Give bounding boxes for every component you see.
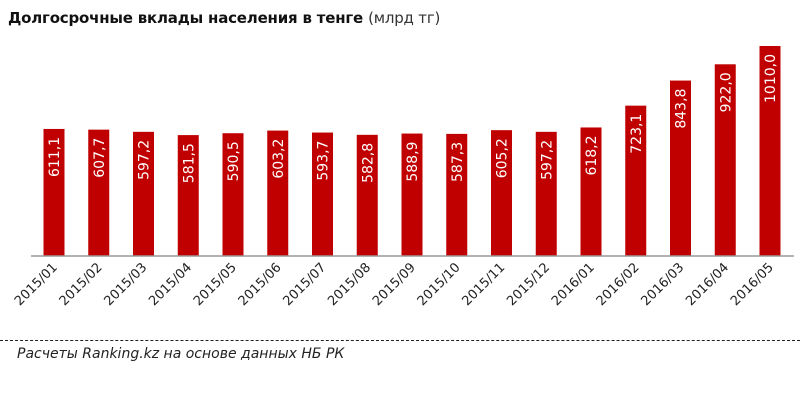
data-label: 581,5 xyxy=(181,143,197,183)
data-label: 603,2 xyxy=(271,139,287,179)
x-tick-label: 2015/10 xyxy=(415,260,464,309)
x-tick-label: 2016/04 xyxy=(683,260,732,309)
x-tick-label: 2015/03 xyxy=(102,260,151,309)
x-tick-label: 2015/04 xyxy=(146,260,195,309)
data-label: 1010,0 xyxy=(763,54,779,103)
bar xyxy=(670,80,691,257)
data-label: 597,2 xyxy=(539,140,555,180)
data-label: 590,5 xyxy=(226,141,242,181)
data-label: 588,9 xyxy=(405,142,421,182)
bar xyxy=(446,133,468,256)
source-note: Расчеты Ranking.kz на основе данных НБ Р… xyxy=(17,346,345,362)
chart-title: Долгосрочные вклады населения в тенге (м… xyxy=(8,9,440,27)
bar xyxy=(401,133,423,256)
x-tick-label: 2015/12 xyxy=(504,260,553,309)
data-label: 593,7 xyxy=(316,141,332,181)
bar xyxy=(43,128,65,256)
x-tick-label: 2016/02 xyxy=(594,260,643,309)
bar-chart: 611,1 2015/01 607,7 2015/02 597,2 2015/03 581,… xyxy=(12,46,794,309)
title-text: Долгосрочные вклады населения в тенге xyxy=(8,9,364,27)
x-tick-label: 2015/08 xyxy=(325,260,374,309)
x-tick-label: 2015/07 xyxy=(281,260,330,309)
x-tick-label: 2015/09 xyxy=(370,260,419,309)
data-label: 582,8 xyxy=(360,143,376,183)
data-label: 607,7 xyxy=(92,138,108,178)
data-label: 611,1 xyxy=(47,137,63,177)
data-label: 605,2 xyxy=(495,138,511,178)
x-tick-label: 2016/03 xyxy=(639,260,688,309)
bar xyxy=(535,131,557,256)
bar xyxy=(580,127,602,256)
bar xyxy=(267,130,289,256)
data-label: 723,1 xyxy=(629,114,645,154)
x-tick-label: 2015/11 xyxy=(460,260,509,309)
bar xyxy=(356,134,378,256)
bar xyxy=(759,46,781,256)
bar xyxy=(625,105,647,257)
unit-label: (млрд тг) xyxy=(368,9,441,27)
x-tick-label: 2015/02 xyxy=(57,260,106,309)
data-label: 597,2 xyxy=(137,140,153,180)
bar xyxy=(222,133,244,256)
x-tick-label: 2015/05 xyxy=(191,260,240,309)
x-tick-label: 2016/01 xyxy=(549,260,598,309)
bar xyxy=(491,130,512,256)
x-tick-label: 2015/01 xyxy=(12,260,61,309)
data-label: 587,3 xyxy=(450,142,466,182)
x-tick-label: 2015/06 xyxy=(236,260,285,309)
divider xyxy=(0,340,800,341)
data-label: 922,0 xyxy=(718,72,734,112)
bar xyxy=(312,132,333,256)
x-tick-label: 2016/05 xyxy=(728,260,777,309)
data-label: 618,2 xyxy=(584,135,600,175)
bar xyxy=(714,64,736,256)
bar xyxy=(88,129,110,256)
data-label: 843,8 xyxy=(674,89,690,129)
bar xyxy=(177,135,199,256)
bar xyxy=(133,131,154,256)
